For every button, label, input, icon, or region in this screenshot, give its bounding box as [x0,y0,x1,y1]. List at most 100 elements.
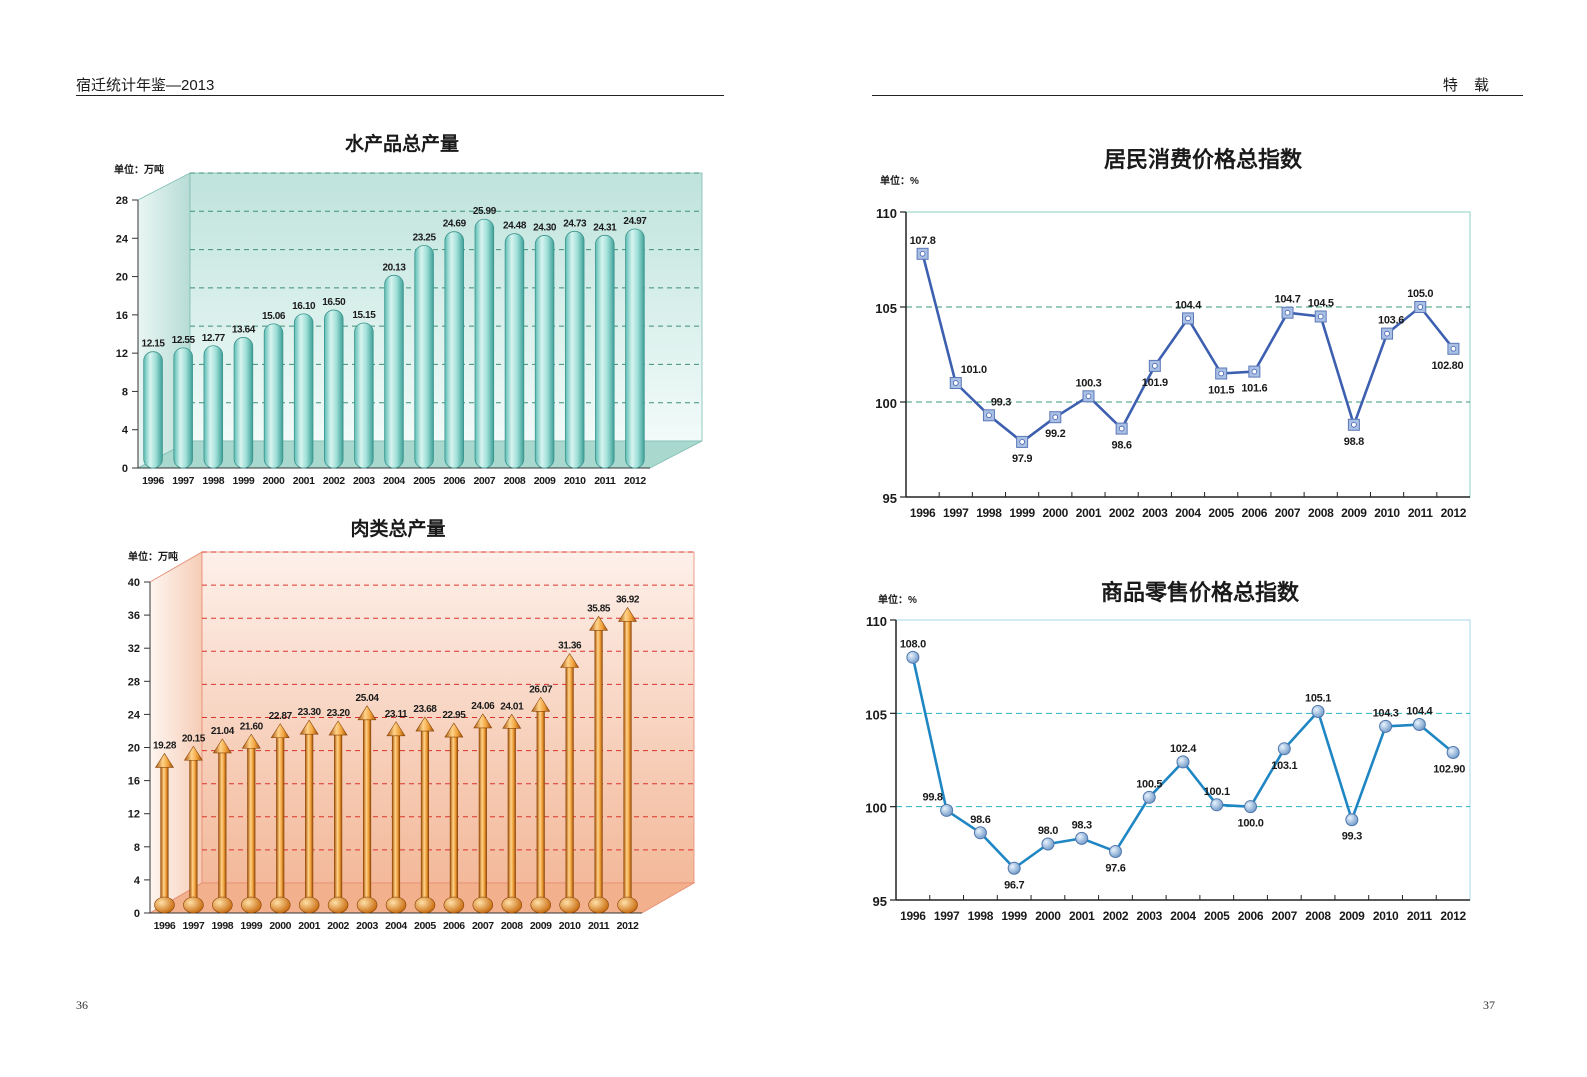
data-point-center [986,412,992,419]
bar [160,766,169,911]
data-label: 23.11 [385,709,408,720]
series-line [921,253,1455,444]
y-tick-label: 40 [128,577,140,589]
retail-price-chart: 商品零售价格总指数 单位：% 95 100 105 110 108.0 1996 99.8 1… [865,580,1471,923]
x-tick-label: 2001 [293,475,315,487]
page-number-left: 36 [76,998,88,1012]
x-tick-label: 2011 [594,475,616,487]
x-tick-label: 2009 [530,920,552,932]
data-label: 100.5 [1136,778,1162,790]
data-label: 100.1 [1204,786,1230,798]
data-label: 26.07 [529,684,553,695]
bar [565,666,574,911]
data-label: 108.0 [900,638,926,650]
bar [203,345,224,469]
bar-arrowhead [589,615,609,631]
bar-arrowhead [212,738,232,754]
bar [625,228,645,469]
data-label: 35.85 [587,603,611,614]
x-tick-label: 2010 [559,920,581,932]
data-point [1277,742,1291,756]
data-label: 24.69 [443,219,467,230]
x-tick-label: 2007 [472,920,494,932]
bar [305,732,314,911]
y-tick-label: 110 [876,206,897,221]
bar-arrowhead [270,723,290,739]
data-label: 24.48 [503,221,527,232]
x-tick-label: 2008 [1305,909,1331,923]
data-label: 97.9 [1012,453,1032,465]
y-tick-label: 4 [134,875,141,887]
x-tick-label: 1996 [910,506,936,520]
y-tick-label: 8 [122,386,128,398]
bar [420,729,430,911]
data-label: 101.9 [1142,377,1168,389]
x-tick-label: 1999 [240,920,262,932]
data-point-center [1118,425,1125,432]
data-point [1007,861,1021,875]
x-tick-label: 2005 [414,920,436,932]
data-point-center [1251,368,1258,375]
bar [247,746,256,911]
bar [594,629,603,911]
data-point-center [1351,421,1357,428]
x-tick-label: 2007 [1272,909,1298,923]
bar-arrowhead [386,721,406,737]
x-tick-label: 1998 [976,506,1002,520]
x-tick-label: 2006 [1238,909,1264,923]
bar [474,218,495,469]
data-label: 16.50 [322,297,346,308]
data-label: 20.15 [182,733,206,744]
y-tick-label: 8 [134,842,140,854]
data-label: 99.3 [1342,831,1362,843]
data-point-center [1450,346,1457,352]
y-tick-label: 105 [875,301,897,316]
data-label: 23.25 [413,232,437,243]
data-label: 15.15 [352,310,376,321]
y-tick-label: 20 [116,272,128,284]
data-label: 23.20 [327,708,351,719]
data-label: 25.04 [356,693,380,704]
data-point [1108,844,1122,858]
y-tick-label: 0 [134,908,140,920]
x-tick-label: 1997 [172,475,194,487]
x-tick-label: 2012 [617,920,639,932]
data-label: 24.97 [623,216,647,227]
bar [534,235,555,469]
x-tick-label: 2011 [588,920,610,932]
x-tick-label: 2002 [1109,506,1135,520]
x-tick-label: 2004 [383,475,405,487]
x-tick-label: 2000 [269,920,291,932]
data-label: 12.15 [142,339,166,350]
bar-base [269,896,291,914]
bar [354,322,374,469]
x-tick-label: 2003 [1142,506,1168,520]
data-point [1345,813,1359,827]
data-label: 96.7 [1004,879,1024,891]
bar [444,231,464,469]
chart-title: 居民消费价格总指数 [1104,147,1303,172]
bar-base [327,896,349,914]
meat-output-chart: 肉类总产量 单位：万吨 0 4 8 12 16 20 24 28 32 36 40 19.28 1996… [128,517,696,932]
chart-title: 水产品总产量 [345,132,459,155]
aquatic-output-chart: 水产品总产量 单位：万吨 0 4 8 12 16 20 24 28 12.15 1996 12.55… [114,132,703,487]
header-rule-right [872,95,1523,96]
data-label: 21.60 [240,721,264,732]
bar [324,309,344,469]
data-label: 101.0 [961,364,987,376]
bar-base [588,896,609,914]
bar [478,726,487,911]
data-label: 12.77 [202,333,226,344]
y-tick-label: 32 [128,643,140,655]
bar-base [356,896,378,914]
y-tick-label: 20 [128,743,140,755]
data-label: 103.6 [1378,315,1404,327]
y-tick-label: 24 [128,709,141,721]
chart-title: 商品零售价格总指数 [1101,580,1300,605]
x-tick-label: 2001 [298,920,320,932]
data-label: 20.13 [382,262,406,273]
bar-arrowhead [560,652,580,668]
bar [536,709,545,911]
data-point [1244,800,1258,814]
x-tick-label: 2000 [1035,909,1061,923]
